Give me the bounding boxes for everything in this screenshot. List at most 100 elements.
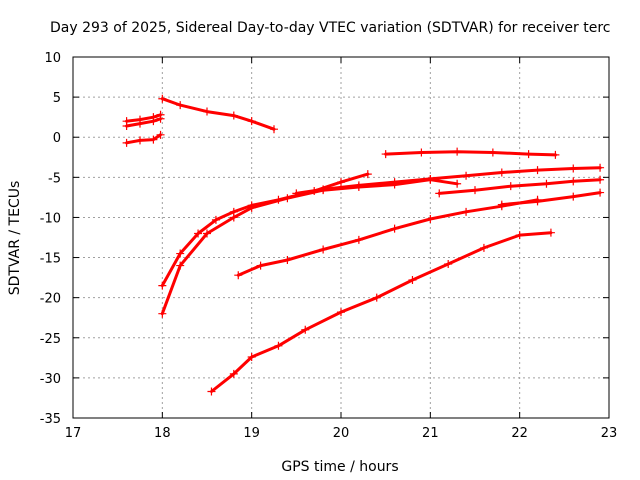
data-point (229, 111, 238, 120)
y-tick-label: -5 (48, 171, 61, 186)
data-point (319, 245, 328, 254)
data-point (354, 235, 363, 244)
data-point (234, 271, 243, 280)
y-axis-label: SDTVAR / TECUs (7, 181, 23, 296)
y-tick-label: 0 (53, 131, 61, 146)
data-point (354, 181, 363, 190)
series-line (236, 198, 539, 277)
data-point (211, 215, 220, 224)
data-point (488, 148, 497, 157)
grid (73, 57, 609, 418)
series-track-g (292, 163, 605, 198)
data-point (363, 170, 372, 179)
data-point (372, 293, 381, 302)
series-line (160, 172, 370, 288)
data-point (408, 276, 417, 285)
y-tick-label: 10 (44, 51, 61, 66)
series-line (437, 178, 602, 195)
data-point (136, 136, 144, 145)
data-point (301, 325, 310, 334)
x-tick-label: 21 (422, 426, 439, 441)
series-line (210, 231, 553, 393)
y-tick-label: -15 (40, 252, 61, 267)
data-point (283, 255, 292, 264)
series-line (125, 133, 162, 145)
data-point (462, 207, 471, 216)
data-point (229, 369, 238, 378)
data-point (426, 174, 435, 183)
series-line (384, 150, 557, 157)
data-point (417, 148, 426, 157)
data-point (207, 387, 216, 396)
data-point (176, 101, 185, 110)
series-track-c (122, 130, 165, 147)
series-track-f (158, 175, 462, 318)
data-point (176, 261, 185, 270)
data-point (176, 249, 185, 258)
data-point (524, 150, 533, 159)
x-tick-label: 18 (154, 426, 171, 441)
x-tick-label: 17 (65, 426, 82, 441)
data-point (292, 189, 301, 198)
data-point (426, 215, 435, 224)
data-point (471, 186, 479, 195)
data-point (247, 203, 256, 212)
data-point (247, 117, 256, 126)
x-tick-label: 23 (601, 426, 618, 441)
series-track-i (435, 175, 605, 198)
data-point (337, 308, 345, 317)
axis-ticks (72, 56, 610, 419)
series-layer (122, 94, 605, 396)
data-point (194, 229, 203, 238)
data-point (569, 164, 578, 173)
y-tick-label: -35 (40, 412, 61, 427)
data-point (542, 179, 551, 188)
series-track-j (497, 188, 605, 209)
data-point (149, 135, 158, 144)
data-point (506, 182, 515, 191)
data-point (479, 243, 488, 252)
data-point (533, 166, 542, 175)
data-point (256, 261, 265, 270)
data-point (546, 228, 555, 237)
data-point (381, 150, 390, 159)
data-point (247, 353, 256, 362)
series-line (125, 113, 162, 123)
x-tick-label: 20 (333, 426, 350, 441)
data-point (158, 281, 167, 290)
data-point (453, 147, 462, 156)
data-point (596, 188, 605, 197)
y-tick-label: -30 (40, 372, 61, 387)
x-tick-label: 22 (511, 426, 528, 441)
series-line (125, 117, 162, 128)
data-point (158, 309, 167, 318)
data-point (515, 231, 524, 240)
x-tick-label: 19 (243, 426, 260, 441)
data-point (337, 178, 345, 187)
data-point (569, 192, 578, 201)
data-point (596, 163, 605, 172)
data-point (274, 341, 283, 350)
series-track-d (158, 94, 278, 134)
data-point (596, 175, 605, 184)
y-tick-label: 5 (53, 91, 61, 106)
data-point (156, 130, 165, 139)
series-line (294, 166, 602, 195)
data-point (229, 213, 238, 222)
series-track-b (122, 114, 165, 130)
data-point (435, 189, 444, 198)
series-line (160, 97, 276, 131)
data-point (319, 185, 328, 194)
data-point (390, 178, 399, 187)
data-point (149, 117, 158, 126)
data-point (156, 114, 165, 123)
data-point (283, 194, 292, 203)
data-point (453, 179, 462, 188)
y-tick-label: -20 (40, 292, 61, 307)
data-point (122, 121, 131, 130)
data-point (497, 202, 506, 211)
data-point (203, 229, 211, 238)
data-point (136, 119, 144, 128)
data-point (462, 171, 471, 180)
